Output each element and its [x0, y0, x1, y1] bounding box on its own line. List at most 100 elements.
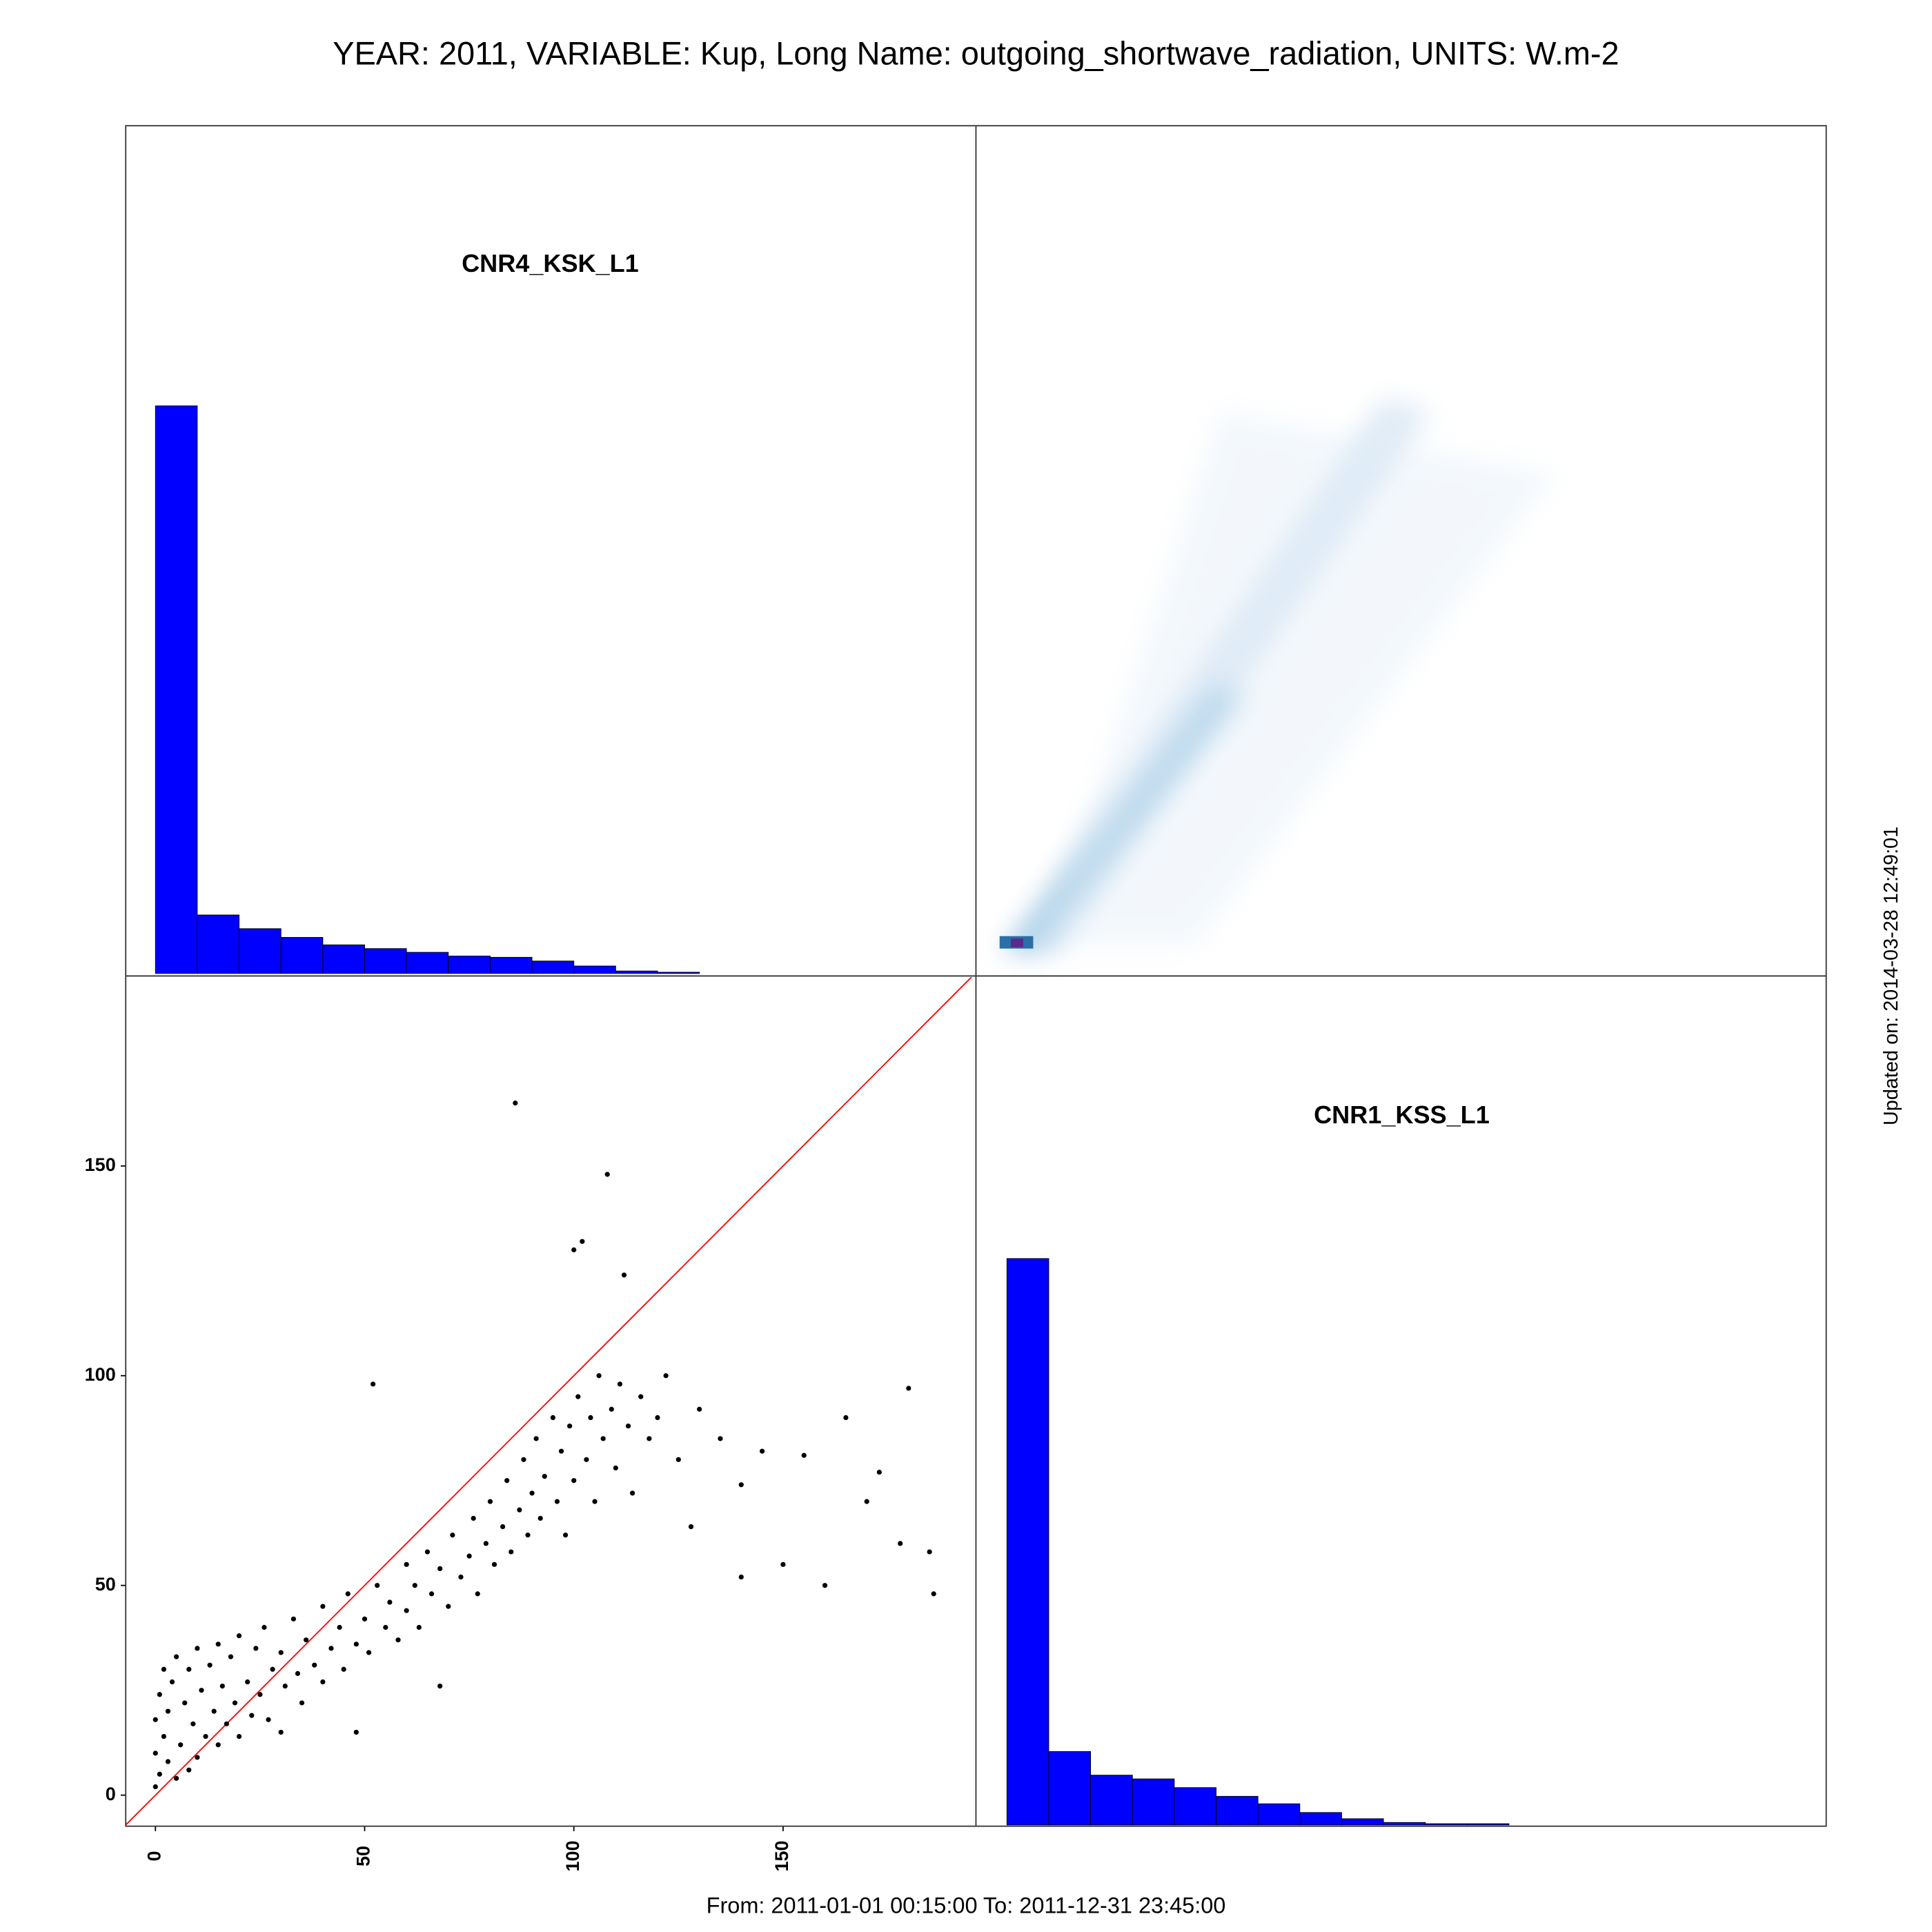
- point: [500, 1524, 506, 1530]
- point: [412, 1583, 417, 1588]
- point: [663, 1373, 669, 1379]
- point: [450, 1532, 455, 1538]
- point: [521, 1457, 526, 1462]
- point: [575, 1394, 581, 1399]
- point: [571, 1247, 577, 1252]
- point: [446, 1604, 451, 1609]
- point: [483, 1541, 489, 1546]
- point: [428, 1591, 435, 1597]
- point: [898, 1541, 903, 1546]
- point: [215, 1742, 221, 1748]
- point: [629, 1490, 635, 1496]
- histogram-bar: [657, 972, 700, 974]
- point: [282, 1683, 288, 1689]
- point: [437, 1683, 443, 1689]
- point: [190, 1721, 196, 1726]
- point: [236, 1733, 242, 1739]
- chart-title: YEAR: 2011, VARIABLE: Kup, Long Name: ou…: [333, 36, 1619, 72]
- point: [303, 1637, 309, 1643]
- x-tick-label: 0: [144, 1851, 164, 1861]
- point: [182, 1700, 188, 1706]
- density-peak-core: [1010, 938, 1023, 947]
- point: [383, 1624, 388, 1630]
- histogram-bar: [1174, 1787, 1216, 1826]
- histogram-bar: [322, 944, 365, 974]
- point: [580, 1239, 585, 1244]
- point: [513, 1101, 518, 1106]
- point: [236, 1633, 242, 1639]
- point: [697, 1406, 702, 1412]
- histogram-bar: [197, 914, 240, 974]
- point: [638, 1394, 644, 1399]
- point: [345, 1591, 351, 1597]
- point: [366, 1650, 372, 1655]
- point: [249, 1713, 255, 1718]
- point: [165, 1708, 171, 1714]
- point: [596, 1373, 602, 1379]
- histogram-bar: [239, 928, 282, 974]
- point: [542, 1474, 547, 1479]
- x-tick-label: 50: [353, 1846, 374, 1866]
- y-tick-label: 150: [85, 1154, 116, 1175]
- histogram-bar: [1425, 1823, 1468, 1826]
- point: [822, 1583, 828, 1588]
- point: [801, 1452, 807, 1458]
- point: [328, 1646, 334, 1651]
- point: [571, 1478, 577, 1483]
- point: [245, 1679, 250, 1685]
- point: [152, 1751, 158, 1756]
- point: [584, 1457, 589, 1462]
- point: [387, 1599, 393, 1605]
- point: [232, 1700, 238, 1706]
- point: [471, 1515, 476, 1521]
- point: [558, 1448, 564, 1454]
- histogram-bar: [1048, 1751, 1092, 1826]
- point: [609, 1406, 614, 1412]
- point: [362, 1616, 368, 1621]
- panel-title: CNR1_KSS_L1: [1314, 1101, 1490, 1129]
- histogram-bar: [531, 960, 575, 974]
- point: [266, 1717, 271, 1722]
- point: [353, 1642, 359, 1647]
- point: [312, 1662, 317, 1668]
- point: [278, 1650, 284, 1655]
- point: [404, 1608, 409, 1613]
- marks: CNR4_KSK_L1 0 50 100 150 0 50 100 150 CNR1_KSS_L1: [85, 249, 1510, 1872]
- point: [178, 1742, 184, 1748]
- point: [161, 1666, 167, 1672]
- point: [161, 1733, 167, 1739]
- point: [617, 1381, 622, 1387]
- point: [509, 1549, 514, 1555]
- point: [295, 1670, 301, 1676]
- point: [370, 1381, 376, 1387]
- point: [927, 1549, 932, 1555]
- point: [337, 1624, 342, 1630]
- density-panel: [999, 398, 1557, 953]
- point: [458, 1574, 464, 1580]
- point: [219, 1683, 225, 1689]
- point: [600, 1436, 606, 1441]
- y-tick-label: 50: [95, 1574, 116, 1595]
- point: [203, 1733, 208, 1739]
- point: [262, 1624, 267, 1630]
- histogram-bar: [364, 948, 407, 974]
- point: [169, 1679, 175, 1685]
- point: [906, 1386, 911, 1391]
- point: [395, 1637, 401, 1643]
- updated-note: Updated on: 2014-03-28 12:49:01: [1880, 827, 1902, 1125]
- point: [567, 1423, 573, 1429]
- y-tick-label: 100: [85, 1364, 116, 1385]
- point: [173, 1654, 179, 1659]
- point: [876, 1469, 882, 1475]
- point: [404, 1561, 409, 1567]
- point: [224, 1721, 229, 1726]
- histogram-bar: [1132, 1778, 1175, 1826]
- point: [466, 1553, 472, 1559]
- histogram-bar: [489, 956, 533, 974]
- point: [688, 1524, 694, 1530]
- point: [931, 1591, 936, 1597]
- point: [864, 1499, 869, 1504]
- panel-title: CNR4_KSK_L1: [462, 249, 639, 277]
- point: [228, 1654, 234, 1659]
